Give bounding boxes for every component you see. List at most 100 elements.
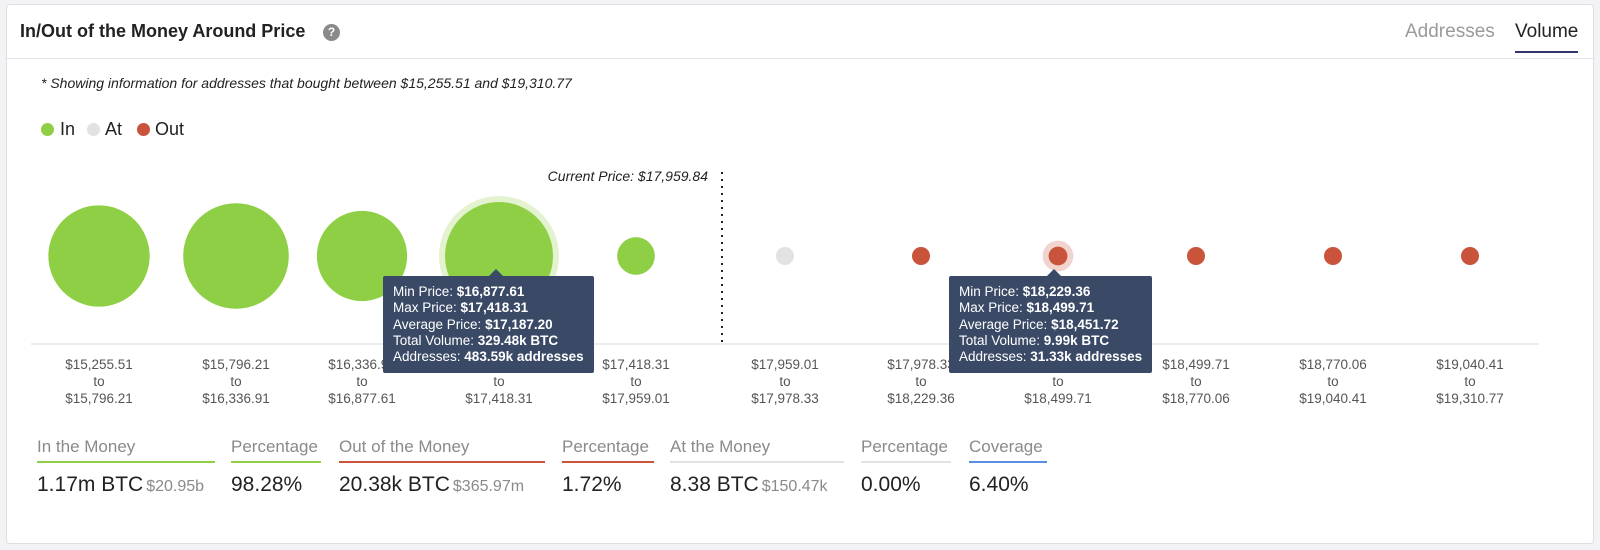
tooltip-row-value: $18,499.71: [1027, 300, 1095, 315]
stat-percentage: Percentage 1.72%: [562, 437, 654, 497]
tooltip-row-label: Max Price:: [959, 300, 1027, 315]
x-tick-label: $19,310.77: [1436, 391, 1504, 406]
stat-sub-value: $20.95b: [146, 478, 204, 495]
bubble-at[interactable]: [776, 247, 794, 265]
x-tick-label: $15,255.51: [65, 357, 133, 372]
stat-in-the-money: In the Money 1.17m BTC $20.95b: [37, 437, 215, 497]
x-tick-label: $17,978.33: [751, 391, 819, 406]
stat-at-the-money: At the Money 8.38 BTC $150.47k: [670, 437, 844, 497]
stat-value: 98.28%: [231, 473, 321, 497]
x-tick-label: $18,770.06: [1299, 357, 1367, 372]
x-tick-label: $18,770.06: [1162, 391, 1230, 406]
x-tick-label: $17,959.01: [602, 391, 670, 406]
bubble-out[interactable]: [1187, 247, 1205, 265]
bubble-out[interactable]: [1049, 247, 1068, 266]
stat-underline: [670, 461, 844, 463]
question-circle-icon[interactable]: ?: [323, 24, 340, 41]
x-tick-label: to: [779, 374, 790, 389]
stat-label: In the Money: [37, 437, 215, 461]
stat-percentage: Percentage 98.28%: [231, 437, 321, 497]
x-tick-label: to: [1464, 374, 1475, 389]
stat-underline: [37, 461, 215, 463]
tooltip-arrow: [489, 269, 503, 276]
x-tick-label: to: [1327, 374, 1338, 389]
x-tick-label: $18,229.36: [887, 391, 955, 406]
bubble-in[interactable]: [183, 203, 289, 309]
stat-underline: [339, 461, 545, 463]
bubble-out[interactable]: [1324, 247, 1342, 265]
tooltip-row-label: Addresses:: [959, 349, 1030, 364]
tooltip-row: Average Price: $17,187.20: [393, 317, 584, 333]
x-tick-label: to: [1190, 374, 1201, 389]
stat-sub-value: $365.97m: [453, 478, 524, 495]
stat-value: 0.00%: [861, 473, 951, 497]
bubble-in[interactable]: [48, 205, 149, 306]
stat-value: 1.17m BTC $20.95b: [37, 473, 215, 497]
bubble-out[interactable]: [912, 247, 930, 265]
legend-dot-in: [41, 123, 54, 136]
tab-volume[interactable]: Volume: [1515, 21, 1578, 53]
bubble-out[interactable]: [1461, 247, 1479, 265]
x-tick-label: to: [356, 374, 367, 389]
stat-underline: [861, 461, 951, 463]
stat-label: At the Money: [670, 437, 844, 461]
tooltip-in-bucket: Min Price: $16,877.61 Max Price: $17,418.…: [383, 276, 594, 373]
legend-label-in: In: [60, 119, 75, 140]
tooltip-row-label: Max Price:: [393, 300, 461, 315]
x-tick-label: $19,040.41: [1436, 357, 1504, 372]
tooltip-row: Min Price: $18,229.36: [959, 284, 1142, 300]
stat-label: Percentage: [231, 437, 321, 461]
x-tick-label: $15,796.21: [202, 357, 270, 372]
stat-value: 1.72%: [562, 473, 654, 497]
stat-underline: [969, 461, 1047, 463]
x-tick-label: to: [1052, 374, 1063, 389]
tooltip-row: Min Price: $16,877.61: [393, 284, 584, 300]
tooltip-row: Max Price: $18,499.71: [959, 300, 1142, 316]
x-tick-label: $17,418.31: [465, 391, 533, 406]
x-tick-label: to: [493, 374, 504, 389]
tooltip-row: Addresses: 31.33k addresses: [959, 349, 1142, 365]
iomap-card: In/Out of the Money Around Price ? Addre…: [6, 4, 1594, 544]
stat-label: Percentage: [562, 437, 654, 461]
x-tick-label: to: [93, 374, 104, 389]
stat-value: 6.40%: [969, 473, 1047, 497]
card-title: In/Out of the Money Around Price: [20, 21, 305, 42]
tooltip-row-value: 483.59k addresses: [464, 349, 583, 364]
x-tick-label: $17,418.31: [602, 357, 670, 372]
tooltip-row: Addresses: 483.59k addresses: [393, 349, 584, 365]
bubble-in[interactable]: [617, 237, 655, 275]
card-header: In/Out of the Money Around Price ? Addre…: [7, 5, 1593, 59]
current-price-label: Current Price: $17,959.84: [548, 168, 709, 184]
tooltip-row-label: Total Volume:: [959, 333, 1044, 348]
stat-coverage: Coverage 6.40%: [969, 437, 1047, 497]
stat-value: 20.38k BTC $365.97m: [339, 473, 545, 497]
tooltip-row: Average Price: $18,451.72: [959, 317, 1142, 333]
x-tick-label: $18,499.71: [1162, 357, 1230, 372]
stat-underline: [562, 461, 654, 463]
tooltip-arrow: [1047, 269, 1061, 276]
x-tick-label: $16,877.61: [328, 391, 396, 406]
stat-label: Out of the Money: [339, 437, 545, 461]
x-tick-label: $16,336.91: [202, 391, 270, 406]
stat-underline: [231, 461, 321, 463]
tooltip-row: Total Volume: 329.48k BTC: [393, 333, 584, 349]
tooltip-out-bucket: Min Price: $18,229.36 Max Price: $18,499.…: [949, 276, 1152, 373]
x-tick-label: $18,499.71: [1024, 391, 1092, 406]
stat-value: 8.38 BTC $150.47k: [670, 473, 844, 497]
tooltip-row-value: $18,229.36: [1023, 284, 1091, 299]
tooltip-row: Max Price: $17,418.31: [393, 300, 584, 316]
tooltip-row-label: Min Price:: [393, 284, 457, 299]
tab-addresses[interactable]: Addresses: [1405, 21, 1495, 43]
stat-sub-value: $150.47k: [762, 478, 828, 495]
stat-out-of-the-money: Out of the Money 20.38k BTC $365.97m: [339, 437, 545, 497]
tooltip-row-value: 31.33k addresses: [1030, 349, 1142, 364]
tooltip-row-label: Average Price:: [959, 317, 1051, 332]
x-tick-label: to: [630, 374, 641, 389]
tooltip-row-value: $18,451.72: [1051, 317, 1119, 332]
legend-dot-out: [137, 123, 150, 136]
stat-percentage: Percentage 0.00%: [861, 437, 951, 497]
legend-label-out: Out: [155, 119, 184, 140]
range-note: * Showing information for addresses that…: [41, 75, 572, 91]
x-tick-label: to: [230, 374, 241, 389]
tooltip-row-value: $16,877.61: [457, 284, 525, 299]
